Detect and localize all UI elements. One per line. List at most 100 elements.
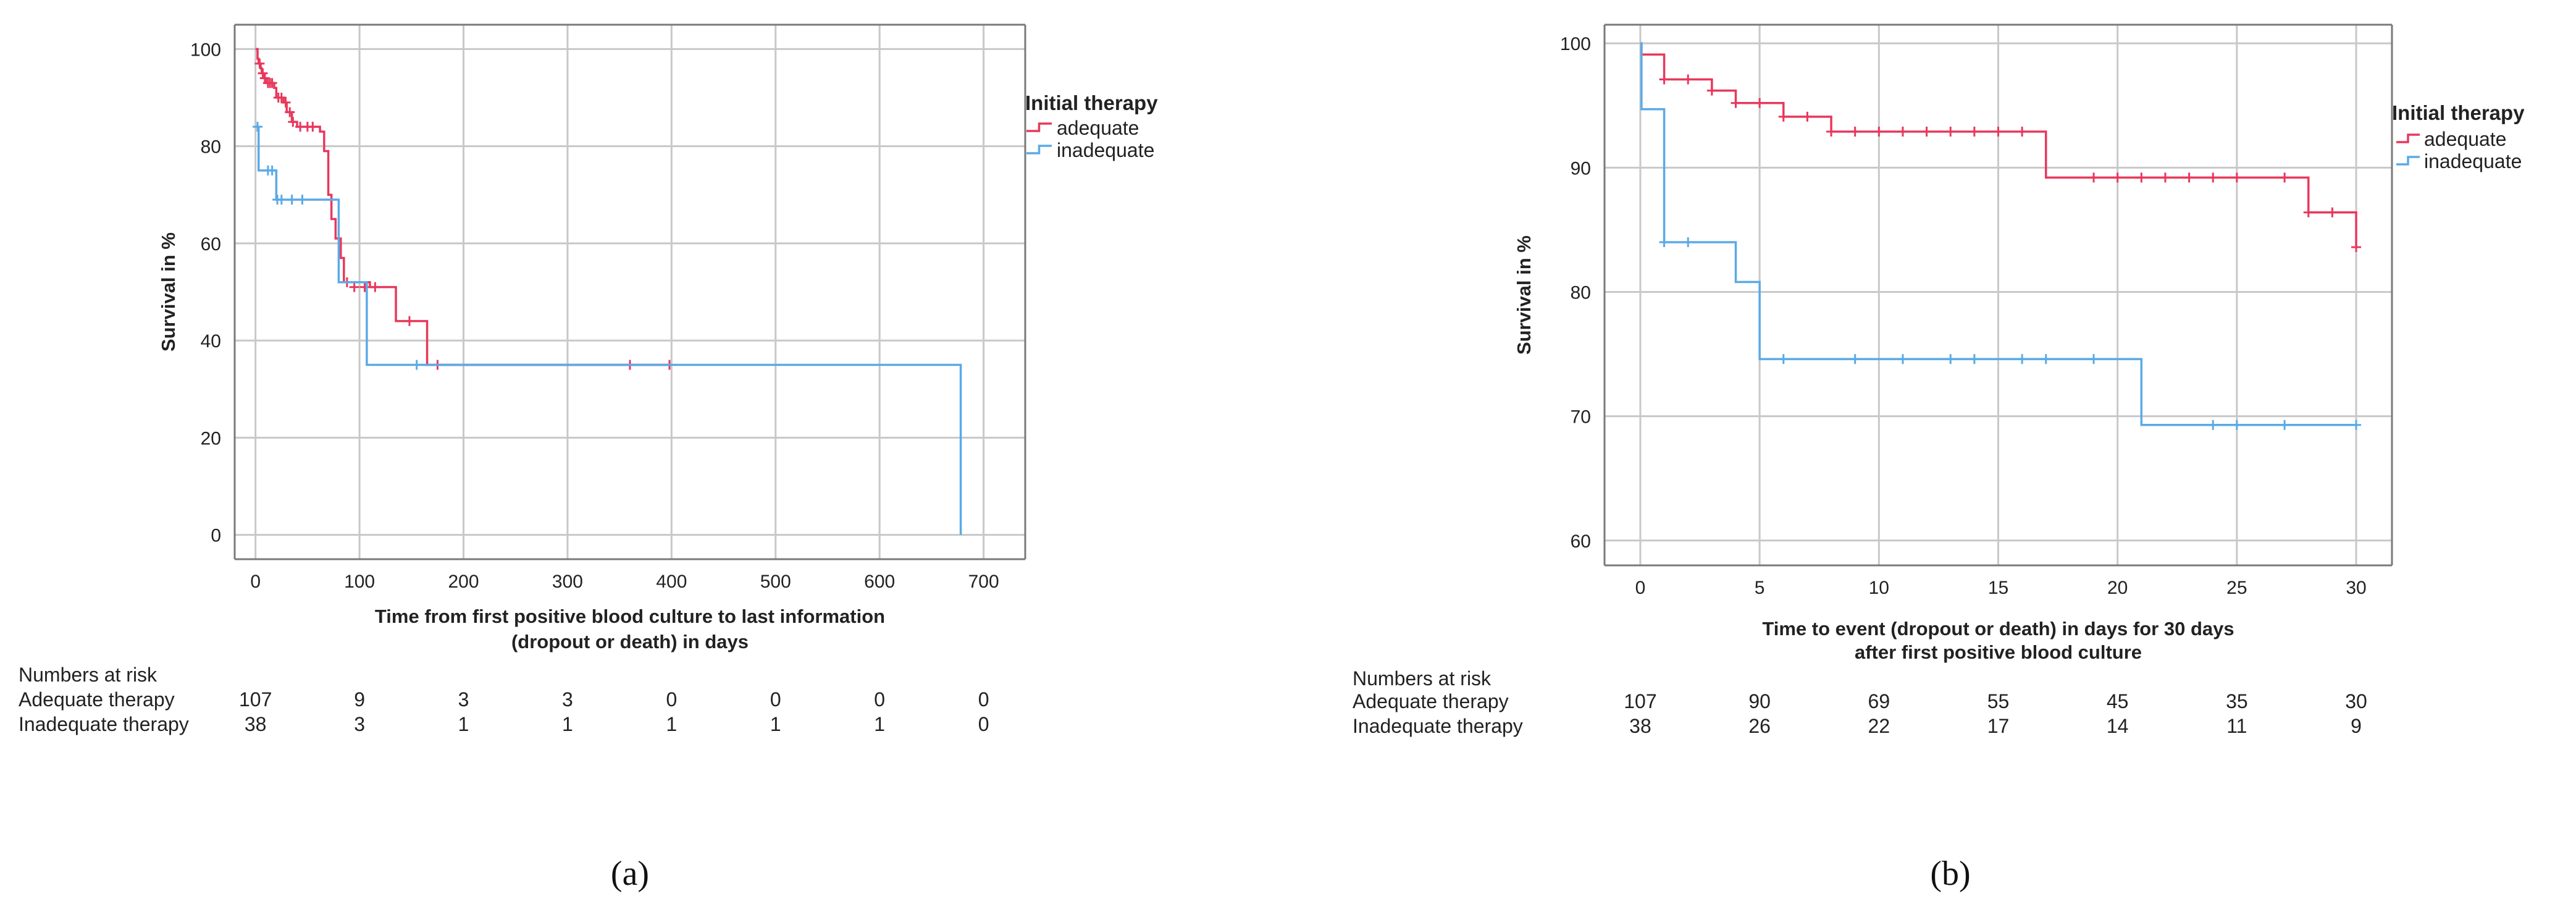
chart-b-x-tick-label: 30 — [2346, 578, 2366, 598]
chart-b-censor-mark-inadequate — [1897, 354, 1908, 365]
chart-b-censor-mark-inadequate — [1778, 354, 1789, 365]
chart-b-risk-value: 90 — [1748, 690, 1771, 712]
chart-b-risk-value: 26 — [1748, 715, 1771, 737]
chart-b-risk-row-label: Inadequate therapy — [1353, 715, 1523, 737]
chart-b-panel-label: (b) — [1930, 855, 1970, 893]
chart-b-censor-mark-adequate — [2184, 172, 2194, 183]
chart-a-censor-mark-adequate — [258, 68, 268, 78]
chart-b-x-tick-label: 5 — [1755, 578, 1765, 598]
chart-b-censor-mark-adequate — [1969, 126, 1979, 137]
chart-a-y-tick-label: 0 — [211, 526, 221, 546]
chart-b-censor-mark-adequate — [1921, 126, 1932, 137]
chart-a-censor-mark-inadequate — [297, 195, 308, 205]
chart-a-risk-value: 107 — [239, 688, 272, 711]
chart-b-censor-mark-adequate — [2280, 172, 2290, 183]
chart-a-censor-mark-adequate — [280, 97, 291, 108]
chart-a-risk-value: 3 — [354, 713, 365, 735]
chart-b-legend-title: Initial therapy — [2392, 101, 2525, 124]
chart-a-risk-table-header: Numbers at risk — [19, 664, 157, 686]
chart-b-y-tick-label: 90 — [1571, 158, 1591, 179]
chart-b-y-axis-label: Survival in % — [1513, 235, 1535, 355]
chart-b-y-tick-label: 70 — [1571, 407, 1591, 428]
chart-a-x-tick-label: 500 — [760, 572, 791, 592]
chart-b-legend-swatch-adequate — [2396, 133, 2420, 143]
chart-b-legend-label-inadequate: inadequate — [2424, 150, 2522, 172]
chart-b-x-tick-label: 15 — [1988, 578, 2008, 598]
chart-a-x-tick-label: 400 — [656, 572, 687, 592]
chart-a-legend-label-adequate: adequate — [1057, 117, 1139, 139]
chart-a-y-tick-label: 100 — [190, 40, 221, 60]
chart-b-x-axis-label-line: Time to event (dropout or death) in days… — [1762, 618, 2234, 640]
chart-a-censor-mark-adequate — [308, 122, 318, 132]
chart-b-series-adequate-line — [1640, 42, 2357, 248]
chart-b-censor-mark-adequate — [2089, 172, 2099, 183]
chart-a-censor-mark-adequate — [267, 78, 277, 88]
chart-a-risk-value: 0 — [874, 688, 885, 711]
chart-b-censor-mark-adequate — [1874, 126, 1884, 137]
chart-b-censor-mark-adequate — [2231, 172, 2242, 183]
chart-a-censor-mark-inadequate — [411, 360, 422, 370]
chart-b-y-tick-label: 100 — [1560, 34, 1591, 54]
chart-a-y-tick-label: 20 — [201, 428, 221, 449]
chart-a-legend-swatch-inadequate — [1026, 145, 1052, 154]
chart-a-censor-mark-inadequate — [276, 195, 287, 205]
chart-b-censor-mark-adequate — [2351, 242, 2362, 253]
chart-b-censor-mark-adequate — [1731, 98, 1741, 108]
chart-b-risk-row-label: Adequate therapy — [1353, 690, 1509, 712]
chart-a-risk-value: 1 — [666, 713, 677, 735]
chart-b-censor-mark-adequate — [1826, 126, 1837, 137]
chart-a-x-tick-label: 0 — [250, 572, 261, 592]
chart-b-censor-mark-adequate — [1897, 126, 1908, 137]
chart-b-risk-value: 69 — [1868, 690, 1890, 712]
chart-b-censor-mark-adequate — [1683, 74, 1693, 85]
chart-b-risk-value: 45 — [2107, 690, 2129, 712]
chart-b-risk-value: 11 — [2226, 715, 2247, 737]
chart-a-risk-value: 1 — [458, 713, 469, 735]
chart-b-censor-mark-adequate — [2327, 207, 2338, 217]
chart-a-censor-mark-inadequate — [267, 165, 277, 175]
chart-a-y-axis-label: Survival in % — [157, 232, 179, 352]
chart-a-legend-title: Initial therapy — [1025, 91, 1158, 114]
chart-b-censor-mark-inadequate — [2017, 354, 2028, 365]
chart-a-censor-mark-inadequate — [287, 195, 297, 205]
chart-b-censor-mark-inadequate — [2231, 420, 2242, 430]
chart-b-censor-mark-inadequate — [2089, 354, 2099, 365]
chart-b-censor-mark-adequate — [1802, 111, 1813, 122]
chart-b-x-tick-label: 20 — [2107, 578, 2128, 598]
chart-a-censor-mark-adequate — [285, 107, 295, 117]
chart-b-censor-mark-adequate — [2160, 172, 2170, 183]
chart-a-risk-value: 0 — [666, 688, 677, 711]
chart-a-censor-mark-adequate — [254, 58, 265, 69]
chart-a-panel-label: (a) — [611, 855, 649, 893]
chart-b-risk-value: 107 — [1624, 690, 1656, 712]
chart-a-x-tick-label: 700 — [968, 572, 999, 592]
chart-a-censor-mark-adequate — [288, 117, 298, 127]
chart-b-risk-value: 17 — [1987, 715, 2010, 737]
chart-b-x-tick-label: 0 — [1635, 578, 1646, 598]
chart-a-x-tick-label: 100 — [344, 572, 375, 592]
chart-b-y-tick-label: 80 — [1571, 282, 1591, 303]
chart-a-series-inadequate-line — [255, 125, 962, 535]
chart-b-censor-mark-adequate — [2017, 126, 2028, 137]
chart-a-censor-mark-adequate — [349, 282, 359, 292]
chart-b-censor-mark-inadequate — [1850, 354, 1860, 365]
chart-b-risk-value: 55 — [1987, 690, 2010, 712]
chart-b-y-tick-label: 60 — [1571, 531, 1591, 552]
chart-b-censor-mark-inadequate — [1969, 354, 1979, 365]
chart-b-censor-mark-adequate — [1755, 98, 1765, 108]
chart-a-legend-label-inadequate: inadequate — [1057, 139, 1154, 161]
chart-b-censor-mark-adequate — [2303, 207, 2314, 217]
chart-b-risk-value: 30 — [2345, 690, 2367, 712]
chart-a-y-tick-label: 80 — [201, 137, 221, 158]
chart-b-x-tick-label: 25 — [2226, 578, 2247, 598]
chart-b-risk-value: 38 — [1629, 715, 1651, 737]
chart-a-x-axis-label-line: (dropout or death) in days — [511, 631, 749, 652]
chart-a-censor-mark-adequate — [404, 316, 414, 326]
chart-b-censor-mark-inadequate — [1945, 354, 1956, 365]
chart-b-x-axis-label-line: after first positive blood culture — [1855, 641, 2142, 663]
chart-b-x-tick-label: 10 — [1869, 578, 1889, 598]
chart-b-censor-mark-adequate — [1945, 126, 1956, 137]
chart-a-censor-mark-adequate — [370, 282, 380, 292]
chart-b-legend-swatch-inadequate — [2396, 156, 2420, 166]
